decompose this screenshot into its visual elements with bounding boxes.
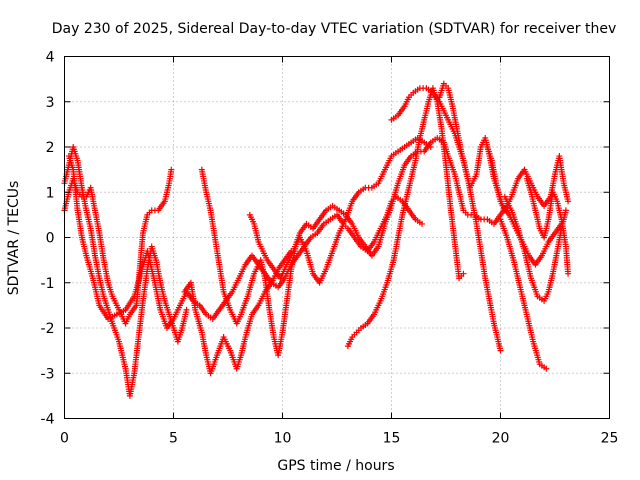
series-sat-d	[181, 193, 426, 377]
series-sat-a	[61, 144, 190, 399]
y-tick-label: 2	[46, 140, 55, 156]
x-axis-label: GPS time / hours	[277, 458, 394, 474]
ticks-layer: 0 5 10 15 20 25 -4 -3 -2 -1 0 1 2 3 4	[41, 50, 619, 447]
data-point	[183, 306, 190, 313]
marks-layer	[61, 80, 572, 399]
data-point	[497, 347, 504, 354]
series-sat-b	[61, 166, 175, 327]
series-sat-e	[198, 134, 434, 359]
x-tick-label: 5	[169, 431, 178, 447]
y-tick-label: -3	[41, 366, 55, 382]
data-point	[543, 365, 550, 372]
data-point	[565, 270, 572, 277]
y-tick-label: -4	[41, 412, 55, 428]
y-tick-label: 3	[46, 95, 55, 111]
y-tick-label: 0	[46, 231, 55, 247]
y-tick-label: 4	[46, 50, 55, 66]
y-tick-label: -2	[41, 321, 55, 337]
data-point	[168, 166, 175, 173]
chart-title: Day 230 of 2025, Sidereal Day-to-day VTE…	[52, 21, 616, 37]
y-axis-label: SDTVAR / TECUs	[6, 181, 22, 296]
series-sat-c	[65, 153, 295, 331]
x-tick-label: 20	[492, 431, 510, 447]
series-sat-m	[523, 175, 572, 277]
x-tick-label: 15	[383, 431, 401, 447]
data-point	[562, 207, 569, 214]
x-tick-label: 25	[601, 431, 619, 447]
data-point	[419, 220, 426, 227]
x-tick-label: 0	[60, 431, 69, 447]
y-tick-label: -1	[41, 276, 55, 292]
data-point	[460, 270, 467, 277]
series-sat-l	[501, 193, 569, 304]
x-tick-label: 10	[274, 431, 292, 447]
series-sat-j	[484, 144, 572, 214]
y-tick-label: 1	[46, 185, 55, 201]
data-point	[565, 198, 572, 205]
series-sat-k	[497, 216, 550, 372]
